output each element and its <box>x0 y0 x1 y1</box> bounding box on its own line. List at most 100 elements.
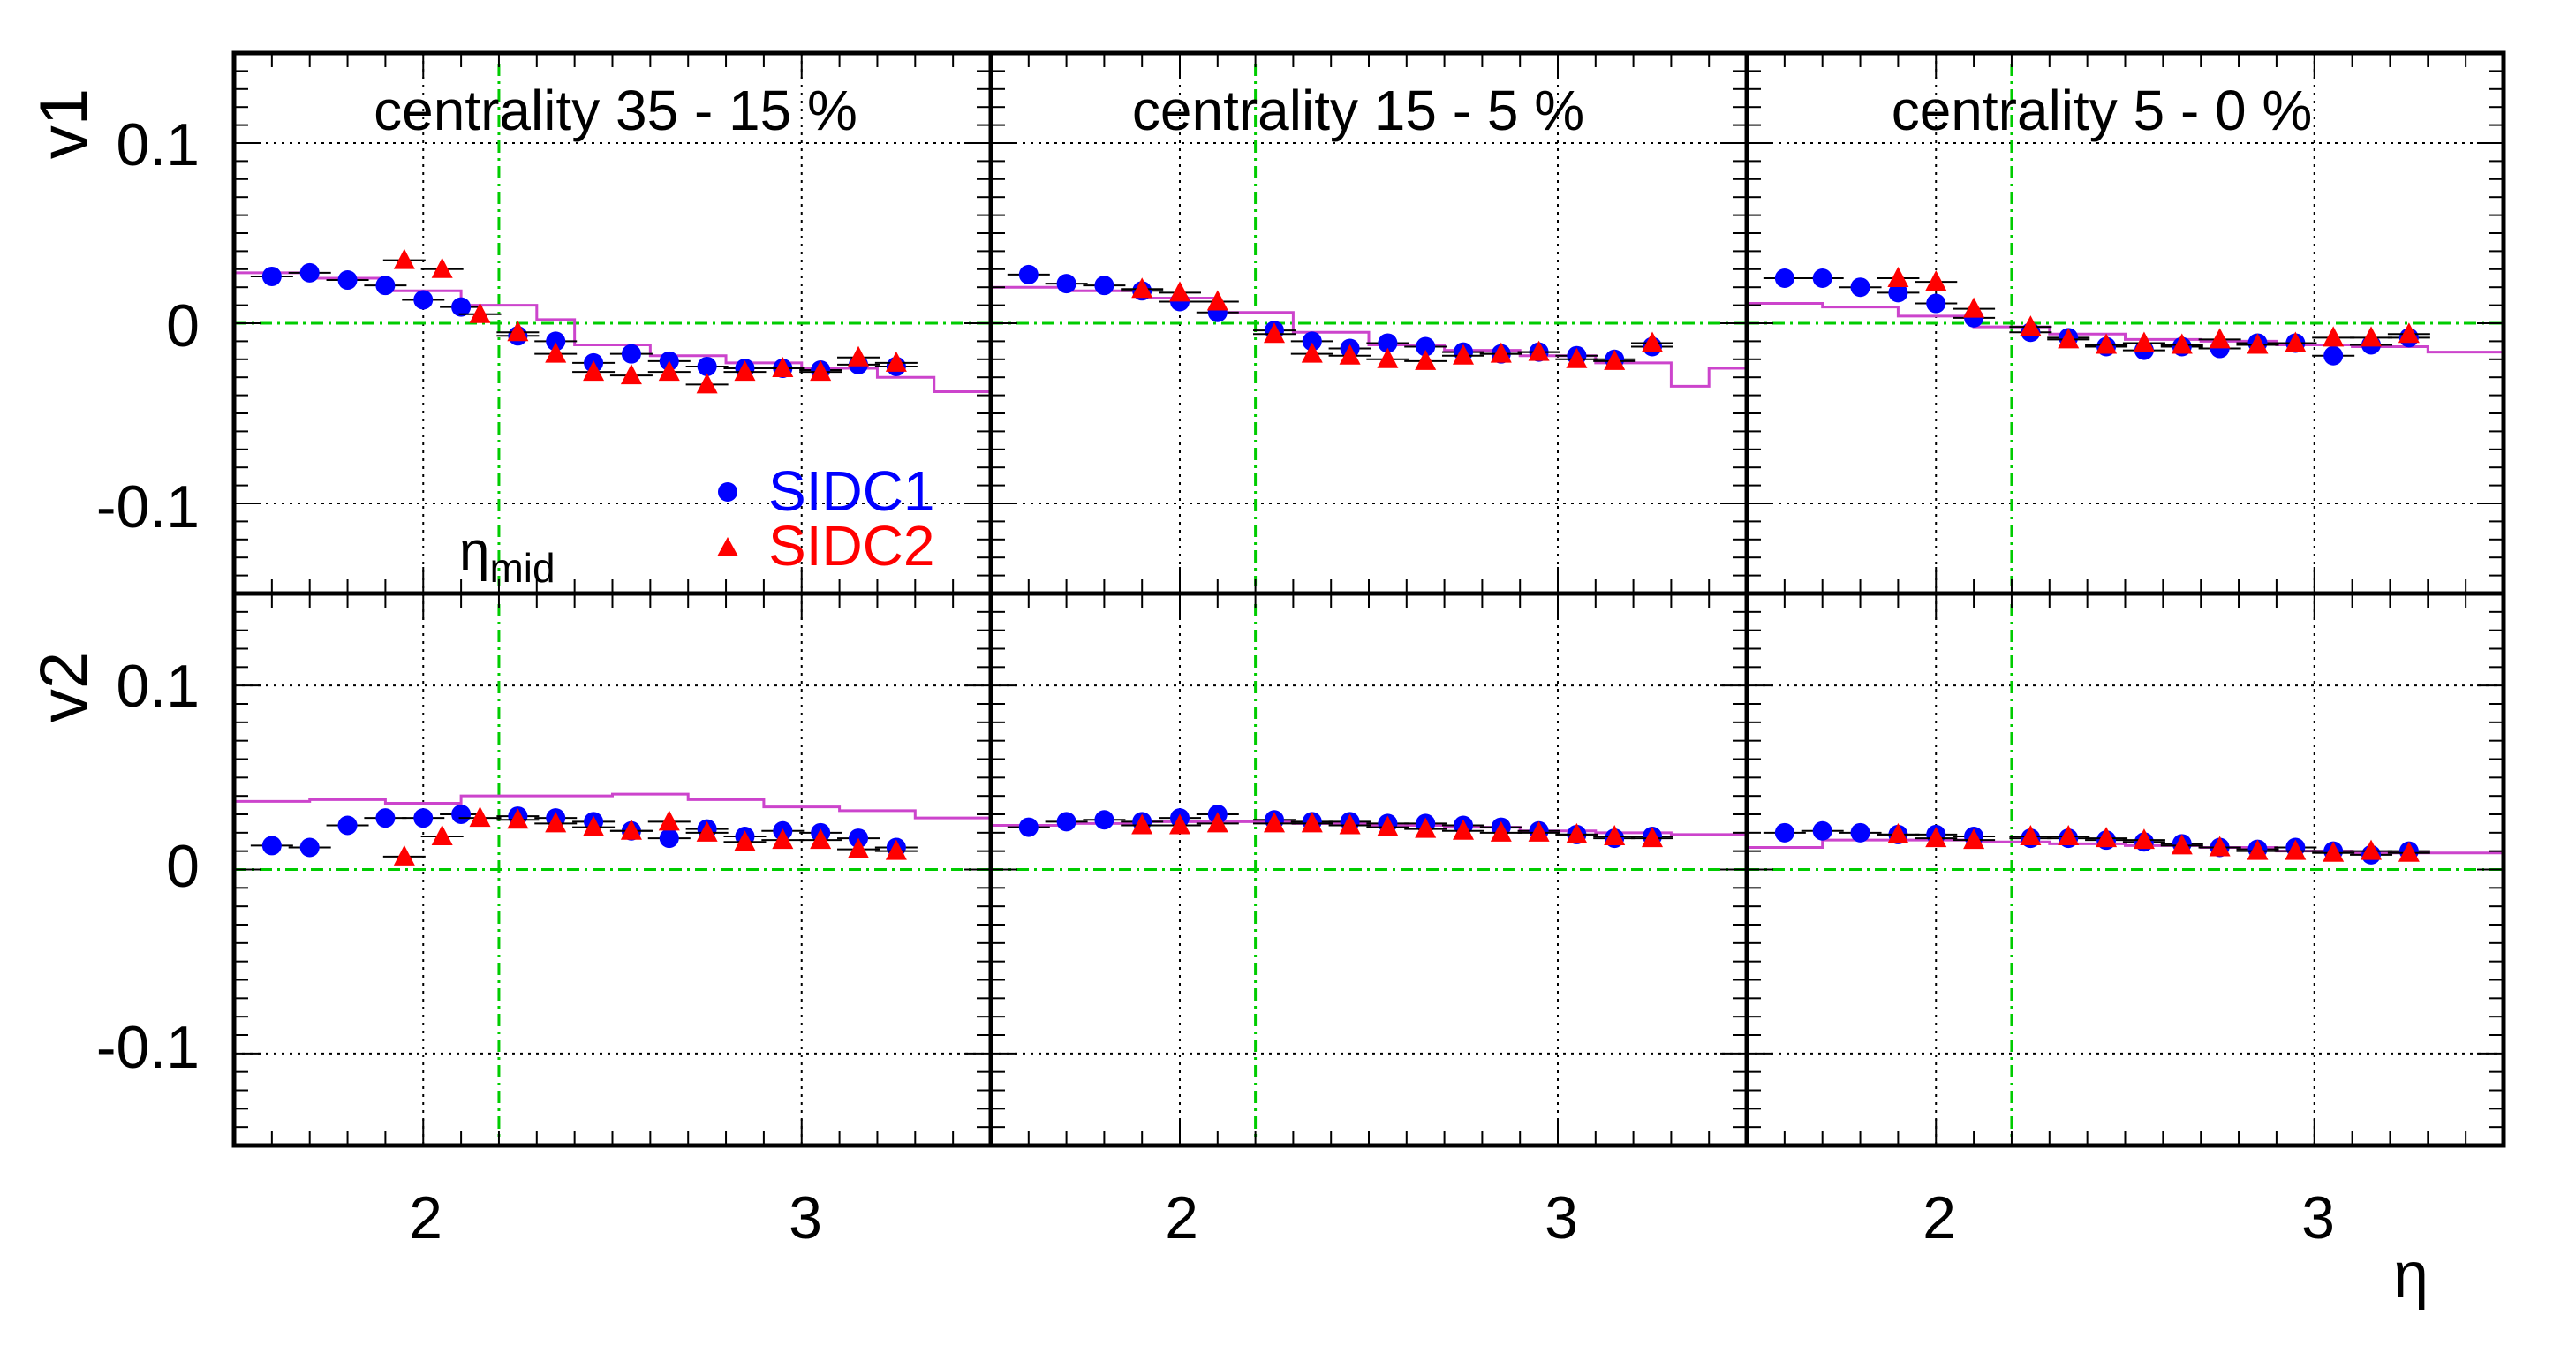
y-tick-label-top-0.1: 0.1 <box>116 111 200 178</box>
sidc2-point-p2-v2-13 <box>1642 827 1663 848</box>
sidc2-point-p2-v2-5 <box>1339 813 1361 835</box>
sidc2-point-p2-v2-6 <box>1377 815 1399 836</box>
sidc1-point-p3-v1-1 <box>1812 268 1832 288</box>
sidc2-point-p2-v2-3 <box>1264 812 1285 833</box>
sidc1-point-p2-v2-1 <box>1056 812 1076 832</box>
sidc2-point-p1-v2-4 <box>545 812 567 833</box>
sidc2-point-p1-v2-8 <box>696 820 718 842</box>
sidc2-point-p2-v2-11 <box>1566 822 1588 843</box>
sidc1-point-p1-v1-5 <box>451 297 472 317</box>
ticks-layer <box>233 52 2504 1146</box>
sidc2-point-p2-v2-2 <box>1206 812 1228 833</box>
sidc1-point-p1-v1-9 <box>621 344 641 364</box>
sidc2-point-p1-v2-1 <box>431 825 453 845</box>
sidc2-point-p2-v2-1 <box>1169 813 1190 835</box>
x-tick-label-p3-3: 3 <box>2301 1184 2335 1251</box>
sidc2-point-p2-v2-10 <box>1528 820 1550 842</box>
sidc1-point-p1-v1-2 <box>337 270 358 291</box>
sidc1-point-p1-v1-3 <box>375 276 396 296</box>
sidc2-point-p1-v1-3 <box>507 321 529 342</box>
model-curve-p1-v2 <box>234 792 993 822</box>
sidc2-point-p3-v2-10 <box>2285 839 2307 860</box>
sidc1-point-p2-v1-9 <box>1378 333 1398 353</box>
sidc2-point-p2-v1-3 <box>1264 322 1285 344</box>
sidc1-point-p1-v1-4 <box>413 290 434 310</box>
sidc2-point-p1-v1-12 <box>848 345 870 367</box>
sidc2-point-p3-v1-3 <box>2020 315 2042 336</box>
sidc2-point-p1-v1-13 <box>885 351 907 372</box>
sidc2-point-p1-v2-2 <box>469 806 491 828</box>
sidc1-point-p1-v2-1 <box>299 837 320 858</box>
sidc2-point-p3-v1-12 <box>2361 326 2383 347</box>
sidc1-point-p2-v1-7 <box>1302 331 1322 352</box>
sidc1-point-p1-v2-2 <box>337 815 358 836</box>
sidc1-point-p3-v1-14 <box>2323 345 2344 366</box>
sidc2-point-p2-v2-7 <box>1415 817 1437 838</box>
sidc2-point-p2-v2-8 <box>1453 819 1474 840</box>
sidc2-point-p3-v2-7 <box>2171 834 2193 855</box>
y-tick-label-bottom-0: 0 <box>166 833 200 900</box>
sidc2-point-p3-v1-11 <box>2323 326 2345 347</box>
sidc1-point-p2-v1-1 <box>1056 274 1076 294</box>
sidc2-point-p1-v2-5 <box>583 815 605 836</box>
sidc2-point-p1-v1-7 <box>658 360 680 382</box>
sidc2-point-p1-v1-6 <box>620 364 642 385</box>
sidc2-point-p3-v1-13 <box>2398 322 2420 344</box>
y-tick-label-top-0: 0 <box>166 292 200 359</box>
sidc2-point-p3-v2-9 <box>2247 839 2269 860</box>
legend-marker-sidc2 <box>717 537 738 556</box>
sidc2-point-p1-v1-8 <box>696 373 718 394</box>
sidc2-point-p3-v1-1 <box>1925 270 1947 291</box>
x-tick-label-p2-2: 2 <box>1165 1184 1198 1251</box>
sidc1-point-p1-v2-5 <box>451 805 472 824</box>
panel-title-2: centrality 15 - 5 % <box>1132 79 1584 142</box>
sidc2-point-p1-v2-9 <box>734 830 756 851</box>
sidc1-point-p1-v2-4 <box>413 808 434 828</box>
sidc1-point-p2-v1-0 <box>1018 264 1039 284</box>
sidc2-point-p3-v1-7 <box>2171 333 2193 354</box>
y-axis-label-v2: v2 <box>26 652 102 722</box>
sidc2-point-p1-v1-0 <box>393 248 415 269</box>
sidc2-point-p1-v1-11 <box>810 360 832 382</box>
x-tick-label-p3-2: 2 <box>1923 1184 1956 1251</box>
x-axis-title: η <box>2393 1240 2429 1311</box>
sidc2-point-p2-v1-9 <box>1490 342 1512 363</box>
sidc2-point-p1-v2-0 <box>393 844 415 866</box>
sidc1-point-p3-v1-0 <box>1774 268 1794 288</box>
sidc1-point-p2-v1-2 <box>1094 276 1114 296</box>
sidc2-point-p2-v1-7 <box>1415 349 1437 370</box>
sidc2-point-p1-v2-10 <box>772 828 794 850</box>
sidc2-point-p2-v1-8 <box>1453 344 1474 365</box>
sidc2-point-p1-v2-7 <box>658 810 680 831</box>
sidc2-point-p2-v2-12 <box>1604 825 1626 845</box>
sidc2-point-p2-v1-4 <box>1301 342 1323 363</box>
sidc1-point-p3-v1-3 <box>1888 283 1908 303</box>
y-axis-label-v1: v1 <box>26 88 102 159</box>
sidc2-point-p3-v2-13 <box>2398 841 2420 862</box>
sidc1-point-p1-v1-7 <box>546 331 566 352</box>
sidc2-point-p2-v1-1 <box>1169 281 1190 302</box>
model-curve-p1-v1 <box>234 271 993 401</box>
sidc2-point-p1-v2-13 <box>885 839 907 860</box>
sidc2-point-p2-v1-5 <box>1339 344 1361 365</box>
sidc2-point-p3-v1-9 <box>2247 333 2269 354</box>
sidc2-point-p3-v2-12 <box>2361 839 2383 860</box>
sidc2-point-p1-v1-1 <box>431 257 453 278</box>
sidc2-point-p3-v2-3 <box>2020 825 2042 845</box>
sidc2-point-p3-v1-8 <box>2209 328 2231 349</box>
sidc2-point-p1-v1-4 <box>545 342 567 363</box>
x-tick-label-p2-3: 3 <box>1545 1184 1578 1251</box>
sidc1-point-p3-v2-0 <box>1774 822 1794 843</box>
data-points-layer <box>250 248 2430 866</box>
sidc2-point-p1-v1-10 <box>772 357 794 377</box>
sidc2-point-p3-v2-0 <box>1887 822 1909 843</box>
sidc1-point-p1-v2-10 <box>659 828 679 849</box>
sidc2-point-p3-v1-10 <box>2285 331 2307 352</box>
sidc2-point-p3-v1-6 <box>2133 331 2155 352</box>
sidc2-point-p2-v1-13 <box>1642 331 1663 352</box>
sidc1-point-p2-v2-0 <box>1018 817 1039 837</box>
model-curve-p2-v1 <box>991 285 1747 388</box>
sidc2-point-p1-v2-12 <box>848 837 870 858</box>
sidc1-point-p3-v1-2 <box>1850 277 1870 298</box>
sidc2-point-p2-v1-6 <box>1377 347 1399 368</box>
